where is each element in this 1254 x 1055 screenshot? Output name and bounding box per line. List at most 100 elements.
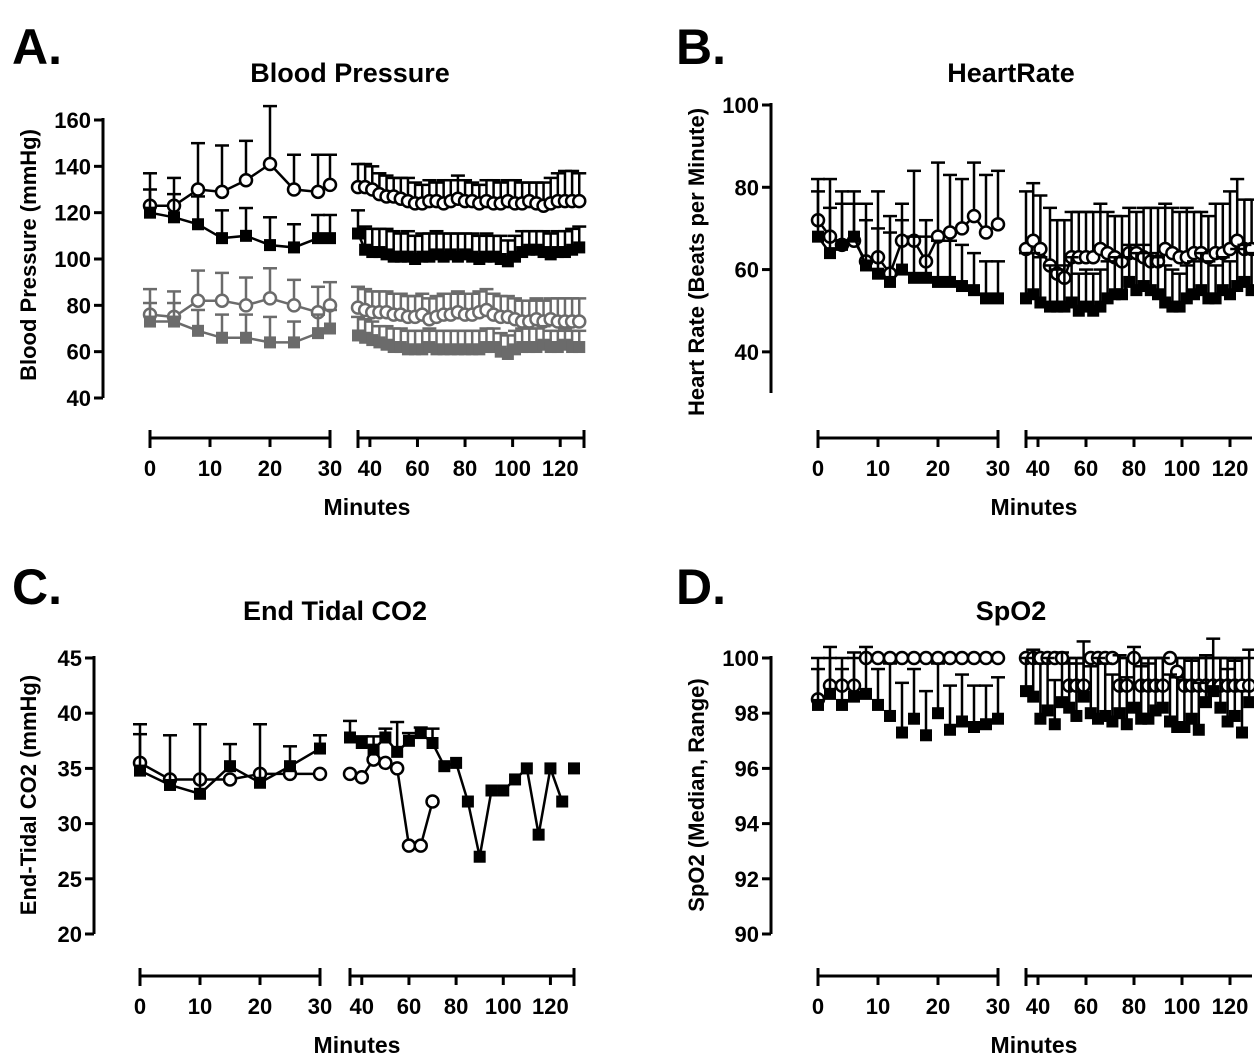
data-point [168, 315, 180, 328]
data-point [920, 271, 932, 284]
data-point [240, 229, 252, 242]
x-tick-label: 10 [866, 994, 890, 1019]
x-axis-label: Minutes [324, 494, 411, 520]
data-point [214, 184, 230, 200]
data-point [190, 182, 206, 197]
data-point [848, 230, 860, 243]
data-point [144, 315, 156, 328]
data-point [1245, 284, 1254, 297]
data-point [367, 743, 380, 756]
data-point [1041, 704, 1054, 717]
data-point [264, 239, 276, 252]
data-point [450, 756, 463, 769]
panel-letter: A. [12, 19, 62, 75]
data-point [389, 761, 405, 776]
data-point [824, 687, 836, 700]
data-point [216, 331, 228, 344]
data-point [978, 650, 994, 666]
data-point [413, 838, 428, 853]
y-axis-label: SpO2 (Median, Range) [684, 678, 709, 911]
data-point [324, 232, 336, 245]
data-point [1228, 709, 1241, 722]
data-point [968, 721, 980, 733]
data-point [532, 828, 545, 841]
data-point [573, 241, 586, 254]
data-point [1156, 701, 1169, 714]
data-point [262, 291, 278, 306]
data-point [860, 687, 872, 700]
data-point [966, 208, 982, 224]
data-point [342, 766, 358, 782]
x-tick-label: 60 [397, 994, 421, 1019]
x-tick-label: 10 [198, 456, 222, 481]
y-tick-label: 60 [67, 340, 91, 365]
data-point [1034, 296, 1047, 309]
y-tick-label: 100 [722, 93, 759, 118]
data-point [288, 336, 300, 349]
series [142, 104, 587, 213]
data-point [1070, 709, 1083, 722]
data-point [391, 745, 404, 758]
data-point [240, 331, 252, 344]
series-line [349, 731, 564, 857]
data-point [908, 712, 920, 725]
chart-plot: 20 25 30 35 40 45 End-Tidal CO2 (mmHg) 0 10 20 30 4… [16, 646, 580, 1055]
data-point [1113, 707, 1126, 720]
data-point [144, 206, 156, 219]
y-tick-label: 45 [58, 646, 82, 671]
data-point [286, 298, 302, 313]
data-point [558, 246, 571, 259]
data-point [870, 650, 886, 666]
data-point [509, 343, 522, 356]
x-tick-label: 0 [812, 994, 824, 1019]
x-tick-label: 0 [812, 456, 824, 481]
data-point [966, 650, 982, 666]
x-tick-label: 80 [1122, 994, 1146, 1019]
data-point [848, 690, 860, 703]
data-point [990, 650, 1006, 666]
x-tick-label: 20 [248, 994, 272, 1019]
data-point [942, 650, 958, 666]
data-point [1192, 723, 1205, 736]
data-point [520, 762, 533, 775]
data-point [425, 794, 440, 809]
data-point [930, 650, 946, 666]
x-tick-label: 100 [1164, 994, 1201, 1019]
data-point [918, 650, 934, 666]
y-tick-label: 40 [58, 701, 82, 726]
data-point [1243, 696, 1254, 709]
y-tick-label: 92 [735, 867, 759, 892]
data-point [571, 314, 587, 329]
y-tick-label: 60 [735, 258, 759, 283]
x-tick-label: 30 [308, 994, 332, 1019]
data-point [954, 650, 970, 666]
x-tick-label: 60 [1074, 994, 1098, 1019]
data-point [836, 698, 848, 711]
data-point [882, 650, 898, 666]
x-tick-label: 120 [1212, 994, 1249, 1019]
data-point [378, 755, 393, 771]
data-point [872, 267, 884, 280]
data-point [944, 723, 956, 736]
series [143, 301, 587, 360]
y-tick-label: 120 [54, 201, 91, 226]
y-tick-label: 160 [54, 108, 91, 133]
data-point [355, 737, 368, 750]
y-tick-label: 80 [67, 293, 91, 318]
x-tick-label: 0 [134, 994, 146, 1019]
x-tick-label: 40 [350, 994, 374, 1019]
data-point [262, 156, 278, 172]
data-point [1077, 690, 1090, 703]
data-point [992, 712, 1004, 725]
series [133, 719, 569, 863]
series [568, 762, 580, 775]
x-tick-label: 40 [358, 456, 382, 481]
data-point [224, 760, 236, 773]
data-point [324, 322, 336, 335]
data-point [438, 760, 451, 773]
data-point [992, 292, 1004, 305]
data-point [980, 292, 992, 305]
data-point [461, 795, 474, 808]
data-point [812, 230, 824, 243]
data-point [402, 734, 415, 747]
